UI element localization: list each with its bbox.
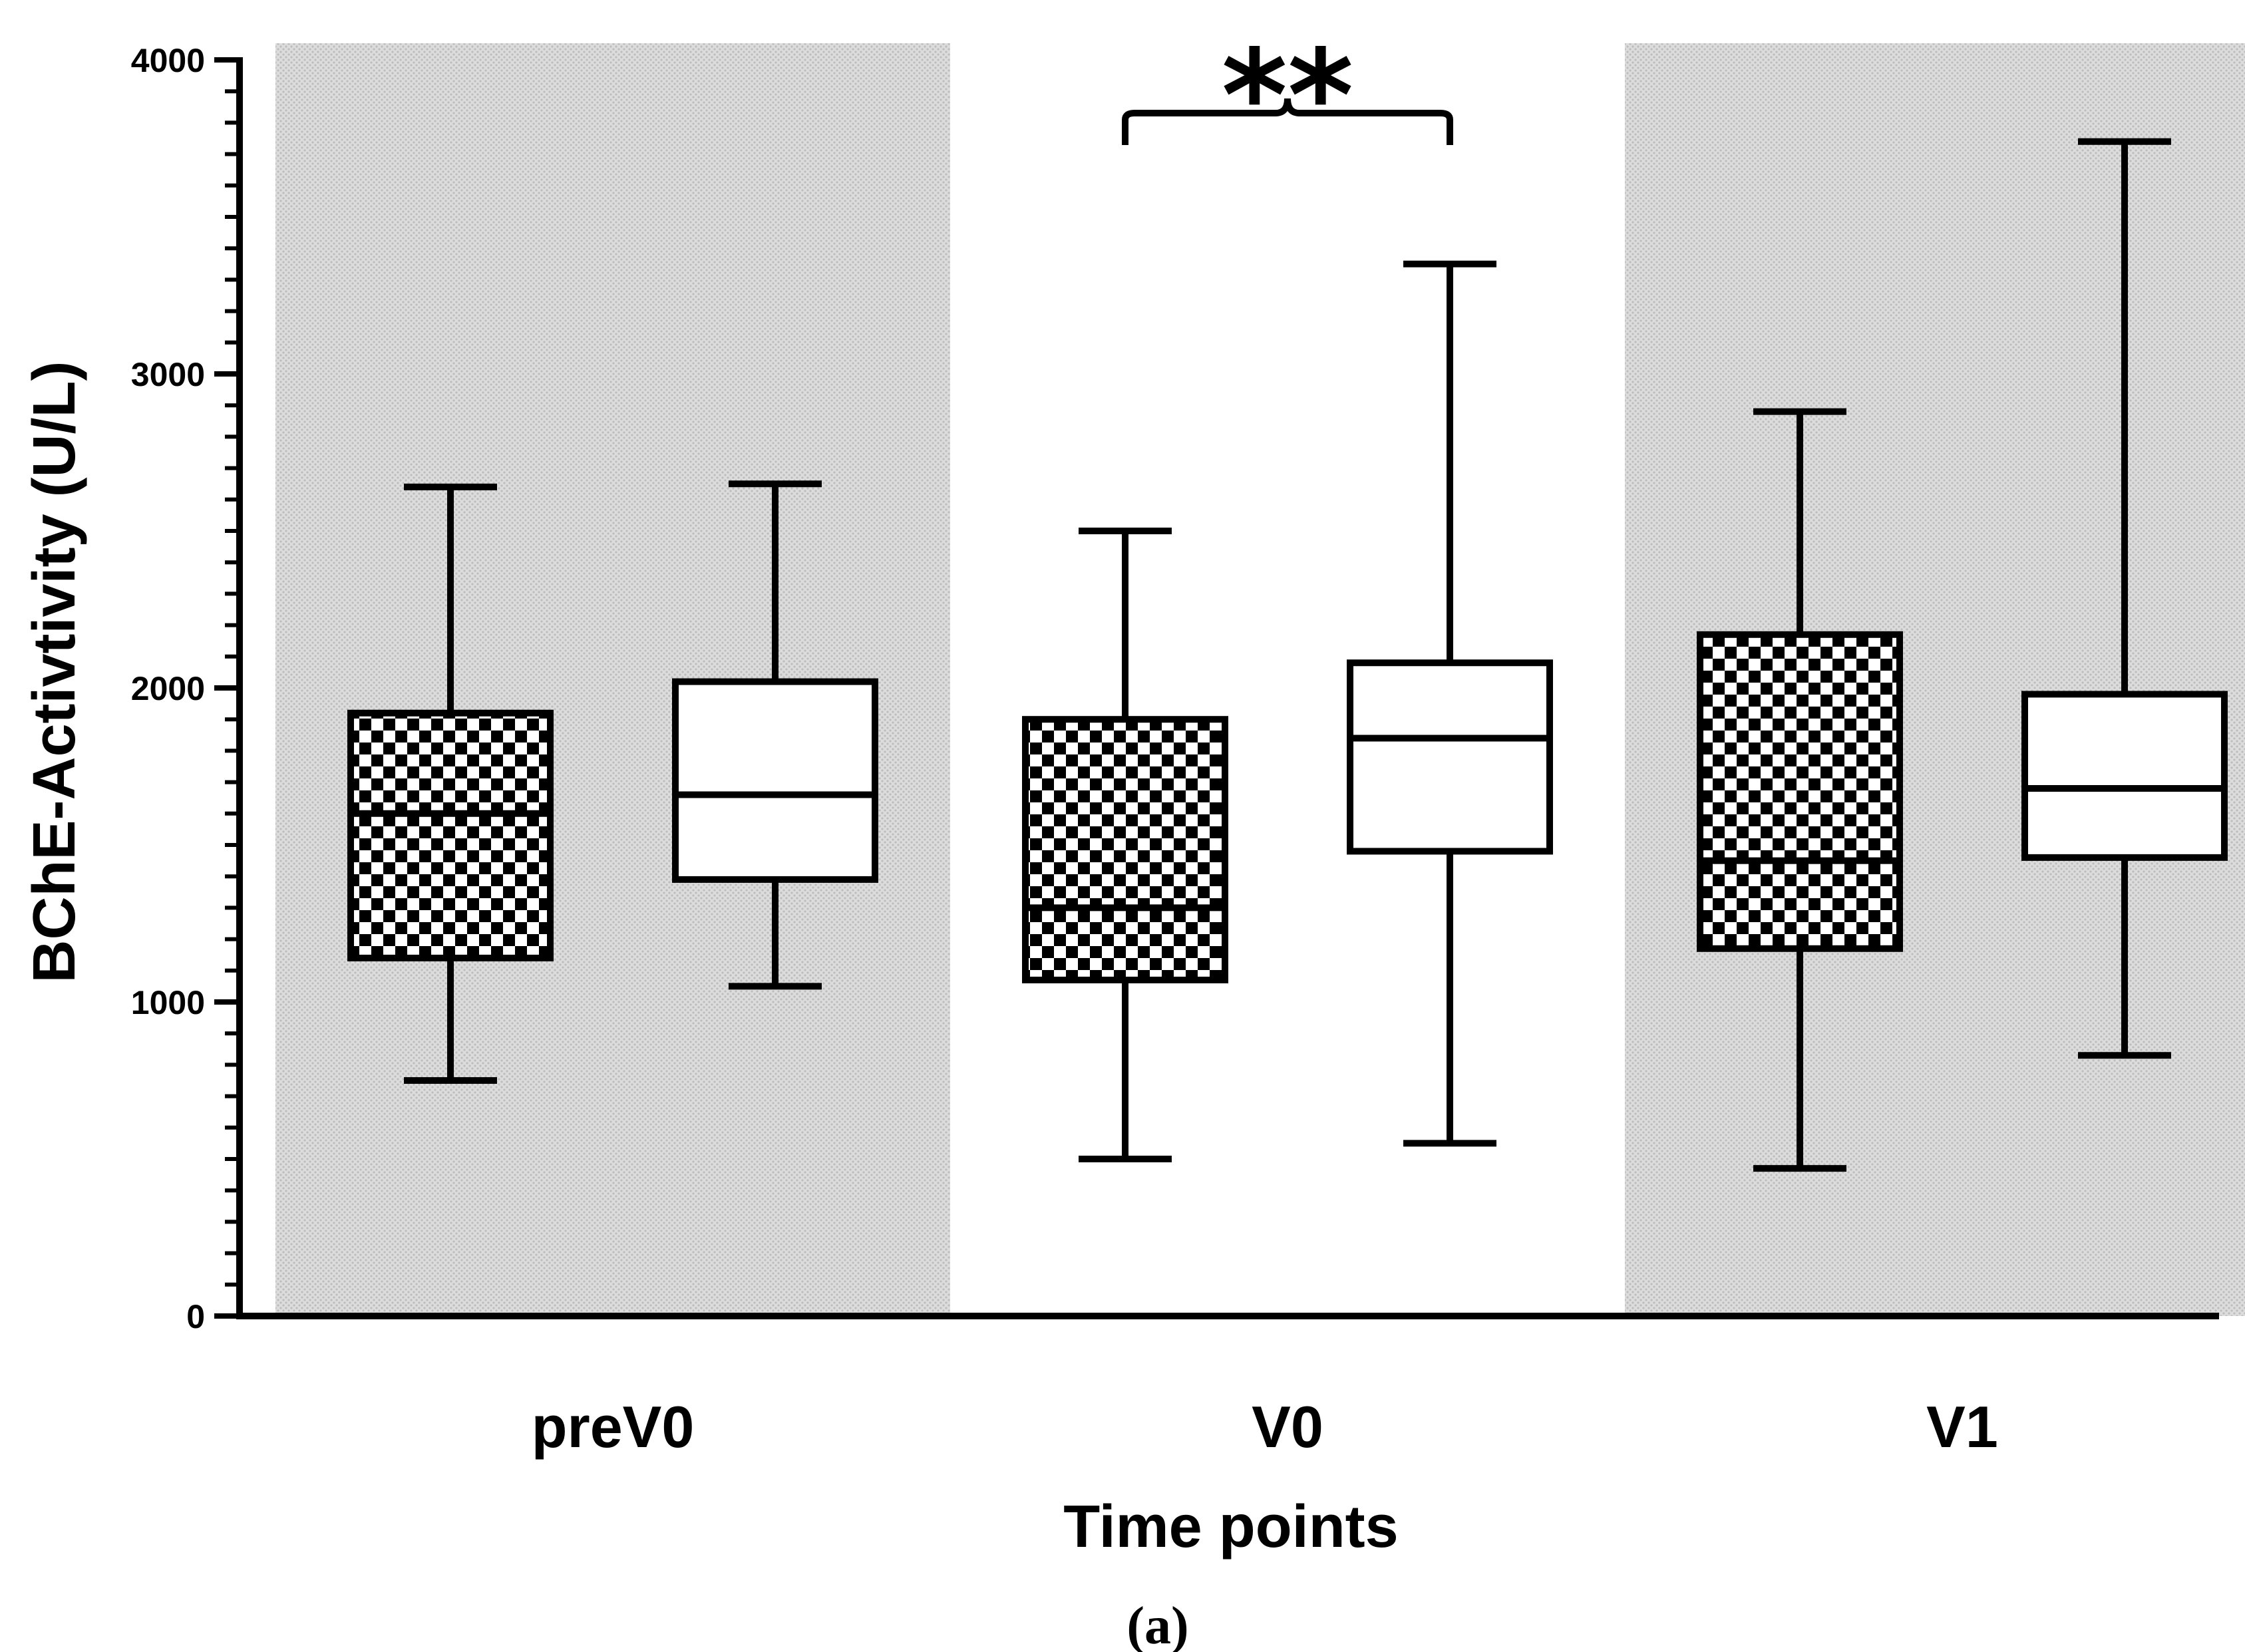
y-tick-label: 4000 bbox=[131, 42, 205, 79]
y-tick-label: 2000 bbox=[131, 670, 205, 707]
box-group2-V0 bbox=[1347, 260, 1553, 1147]
box-group1-V1 bbox=[1697, 408, 1903, 1172]
iqr-box bbox=[1697, 631, 1903, 952]
iqr-box bbox=[347, 709, 554, 961]
figure-caption: (a) bbox=[1126, 1597, 1188, 1652]
iqr-box bbox=[1022, 716, 1228, 983]
significance-bracket bbox=[1122, 98, 1453, 145]
y-tick-label: 3000 bbox=[131, 356, 205, 393]
box-layer bbox=[347, 138, 2228, 1172]
axes: 0 1000 2000 3000 4000 preV0 V0 V1 bbox=[131, 42, 2219, 1460]
x-category-label: V1 bbox=[1926, 1394, 1998, 1460]
y-tick-label: 1000 bbox=[131, 984, 205, 1021]
iqr-box bbox=[1347, 659, 1553, 855]
x-axis-title: Time points bbox=[1063, 1494, 1398, 1560]
box-group2-V1 bbox=[2021, 138, 2228, 1059]
y-axis-title: BChE-Activtivity (U/L) bbox=[21, 361, 88, 983]
shaded-bands bbox=[275, 43, 2245, 1316]
x-category-label: V0 bbox=[1252, 1394, 1323, 1460]
labels: Time points BChE-Activtivity (U/L) (a) bbox=[21, 361, 1399, 1652]
y-tick-label: 0 bbox=[186, 1298, 205, 1335]
significance-label: ** bbox=[1222, 23, 1354, 170]
significance-annotation: ** bbox=[1122, 23, 1453, 170]
x-category-label: preV0 bbox=[532, 1394, 695, 1460]
box-group1-preV0 bbox=[347, 483, 554, 1084]
box-group2-preV0 bbox=[672, 480, 878, 990]
box-group1-V0 bbox=[1022, 528, 1228, 1162]
iqr-box bbox=[2021, 691, 2228, 861]
iqr-box bbox=[672, 678, 878, 883]
